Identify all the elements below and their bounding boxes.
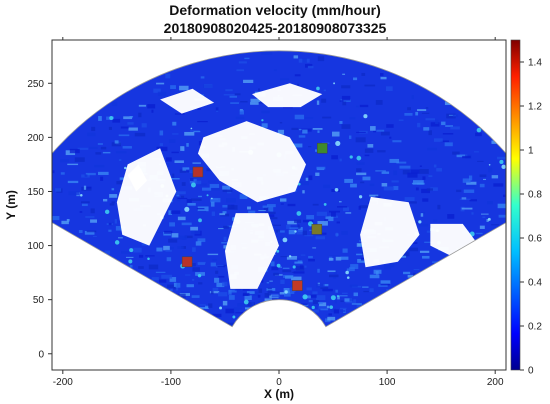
- chart-subtitle: 20180908020425-20180908073325: [163, 20, 387, 36]
- x-tick-label: 100: [379, 377, 396, 388]
- colorbar-tick-label: 0.8: [528, 190, 542, 201]
- x-tick-label: 200: [487, 377, 504, 388]
- y-tick-label: 100: [27, 241, 44, 252]
- plot-area: [52, 50, 506, 328]
- y-tick-label: 0: [38, 349, 44, 360]
- colorbar-tick-label: 0.6: [528, 234, 542, 245]
- y-tick-label: 150: [27, 187, 44, 198]
- x-axis: -200 -100 0 100 200: [53, 37, 504, 388]
- marker: [181, 256, 193, 268]
- y-axis: 0 50 100 150 200 250: [27, 79, 52, 360]
- y-axis-label: Y (m): [4, 190, 18, 220]
- colorbar-tick-label: 0: [528, 366, 534, 377]
- chart-title: Deformation velocity (mm/hour): [169, 2, 381, 18]
- marker: [316, 142, 328, 154]
- colorbar: [510, 39, 521, 371]
- colorbar-tick-label: 1.2: [528, 102, 542, 113]
- colorbar-tick-label: 0.4: [528, 278, 542, 289]
- marker: [311, 224, 323, 235]
- x-tick-label: -100: [161, 377, 181, 388]
- colorbar-tick-label: 0.2: [528, 322, 542, 333]
- marker: [192, 166, 204, 178]
- x-tick-label: -200: [53, 377, 73, 388]
- y-tick-label: 50: [33, 295, 45, 306]
- scan-area-outline: [52, 50, 506, 328]
- markers: [181, 142, 328, 291]
- colorbar-axis: 0 0.2 0.4 0.6 0.8 1 1.2 1.4: [520, 58, 542, 377]
- y-tick-label: 250: [27, 79, 44, 90]
- x-axis-label: X (m): [264, 387, 294, 401]
- marker: [292, 280, 303, 291]
- void-regions: [116, 83, 479, 289]
- colorbar-tick-label: 1.4: [528, 58, 542, 69]
- x-tick-label: 0: [276, 377, 282, 388]
- y-tick-label: 200: [27, 133, 44, 144]
- colorbar-tick-label: 1: [528, 146, 534, 157]
